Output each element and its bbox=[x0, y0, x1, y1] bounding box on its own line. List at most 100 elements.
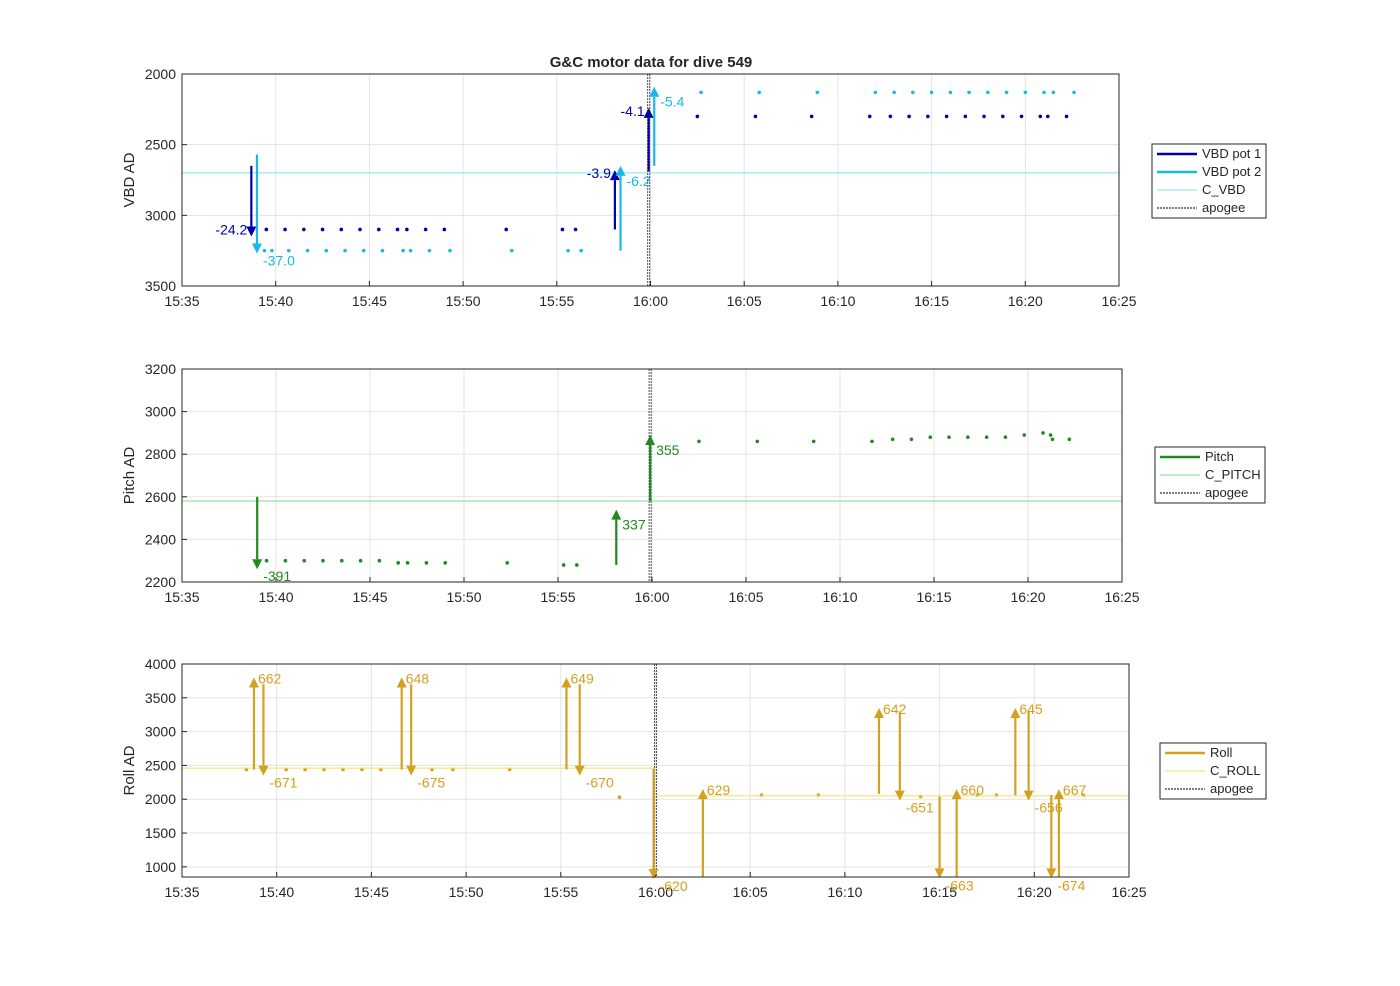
data-point bbox=[424, 561, 429, 565]
data-point bbox=[408, 248, 413, 253]
data-point bbox=[984, 435, 989, 439]
data-point bbox=[753, 114, 758, 119]
arrow-head bbox=[258, 765, 269, 776]
data-point bbox=[358, 227, 362, 232]
arrow-head bbox=[251, 243, 262, 254]
data-point bbox=[302, 227, 306, 232]
x-tick-label: 15:40 bbox=[258, 293, 293, 309]
legend-label: Roll bbox=[1210, 745, 1233, 760]
arrow-head bbox=[1053, 789, 1064, 800]
data-point bbox=[967, 90, 971, 95]
data-point bbox=[262, 248, 267, 253]
x-tick-label: 15:45 bbox=[352, 293, 387, 309]
x-tick-label: 16:10 bbox=[822, 589, 857, 605]
x-tick-label: 15:40 bbox=[259, 884, 294, 900]
arrow-head bbox=[697, 789, 708, 800]
arrow-label: -671 bbox=[269, 775, 297, 791]
data-point bbox=[405, 561, 410, 565]
x-tick-label: 15:35 bbox=[164, 589, 199, 605]
arrow-head bbox=[873, 707, 884, 718]
data-point bbox=[1022, 433, 1027, 437]
data-point bbox=[302, 558, 307, 563]
data-point bbox=[1051, 90, 1056, 95]
x-tick-label: 15:40 bbox=[258, 589, 293, 605]
data-point bbox=[757, 90, 761, 95]
data-point bbox=[395, 227, 400, 232]
y-tick-label: 3500 bbox=[145, 690, 176, 706]
data-point bbox=[504, 227, 509, 232]
arrow-label: 629 bbox=[707, 782, 731, 798]
data-point bbox=[617, 795, 622, 800]
x-tick-label: 16:25 bbox=[1111, 884, 1146, 900]
y-tick-label: 2800 bbox=[145, 446, 176, 462]
data-point bbox=[966, 435, 970, 439]
x-tick-label: 15:55 bbox=[539, 293, 574, 309]
data-point bbox=[1019, 114, 1024, 119]
data-point bbox=[1041, 431, 1045, 435]
arrow-head bbox=[246, 226, 257, 237]
data-point bbox=[1004, 90, 1009, 95]
data-point bbox=[340, 558, 344, 563]
data-point bbox=[867, 114, 872, 119]
data-point bbox=[911, 90, 915, 95]
arrow-label: -663 bbox=[946, 877, 974, 893]
data-point bbox=[380, 248, 385, 253]
arrow-head bbox=[649, 86, 660, 97]
data-point bbox=[305, 248, 310, 253]
y-tick-label: 2400 bbox=[145, 531, 176, 547]
arrow-head bbox=[406, 765, 417, 776]
data-point bbox=[699, 90, 703, 95]
y-tick-label: 3200 bbox=[145, 361, 176, 377]
arrow-head bbox=[1046, 868, 1057, 879]
y-tick-label: 2500 bbox=[145, 757, 176, 773]
plot-pitch: 15:35 15:40 15:45 15:50 15:55 16:00 16:05 16:10… bbox=[121, 361, 1266, 605]
x-tick-label: 16:05 bbox=[733, 884, 768, 900]
x-tick-label: 15:50 bbox=[446, 293, 481, 309]
arrow-head bbox=[951, 789, 962, 800]
data-point bbox=[377, 558, 382, 563]
arrow-label: 649 bbox=[570, 671, 594, 687]
legend-label: C_PITCH bbox=[1205, 467, 1261, 482]
legend-label: apogee bbox=[1205, 485, 1248, 500]
data-point bbox=[283, 558, 288, 563]
arrow-label: -6.2 bbox=[627, 173, 651, 189]
data-point bbox=[427, 248, 432, 253]
y-tick-label: 3500 bbox=[145, 278, 176, 294]
y-tick-label: 1500 bbox=[145, 825, 176, 841]
data-point bbox=[423, 227, 428, 232]
data-point bbox=[401, 248, 405, 253]
arrow-label: -656 bbox=[1035, 800, 1063, 816]
data-point bbox=[1050, 437, 1055, 442]
arrow-label: -391 bbox=[263, 568, 291, 584]
arrow-label: 648 bbox=[406, 671, 430, 687]
data-point bbox=[264, 227, 269, 232]
x-tick-label: 16:15 bbox=[922, 884, 957, 900]
data-point bbox=[343, 248, 347, 253]
data-point bbox=[944, 114, 949, 119]
x-tick-label: 15:50 bbox=[449, 884, 484, 900]
arrow-label: 337 bbox=[622, 517, 646, 533]
axes-frame bbox=[181, 663, 1130, 878]
legend-label: VBD pot 2 bbox=[1202, 164, 1261, 179]
arrow-head bbox=[648, 869, 659, 880]
legend-label: C_VBD bbox=[1202, 182, 1245, 197]
data-point bbox=[1048, 433, 1053, 437]
plot-vbd: 15:35 15:40 15:45 15:50 15:55 16:00 16:05 16:10… bbox=[121, 66, 1267, 309]
data-point bbox=[755, 439, 760, 444]
data-point bbox=[811, 439, 816, 444]
data-point bbox=[870, 439, 874, 444]
data-point bbox=[358, 558, 363, 563]
arrow-head bbox=[561, 677, 572, 688]
data-point bbox=[1067, 437, 1072, 442]
data-point bbox=[505, 561, 510, 565]
data-point bbox=[928, 435, 933, 439]
plot-roll: 15:35 15:40 15:45 15:50 15:55 16:00 16:05 16:10… bbox=[121, 656, 1267, 900]
legend-label: apogee bbox=[1202, 200, 1245, 215]
data-point bbox=[376, 227, 381, 232]
x-tick-label: 15:45 bbox=[354, 884, 389, 900]
y-axis-label: Roll AD bbox=[121, 745, 138, 795]
data-point bbox=[566, 248, 570, 253]
y-tick-label: 2200 bbox=[145, 574, 176, 590]
x-tick-label: 16:15 bbox=[914, 293, 949, 309]
